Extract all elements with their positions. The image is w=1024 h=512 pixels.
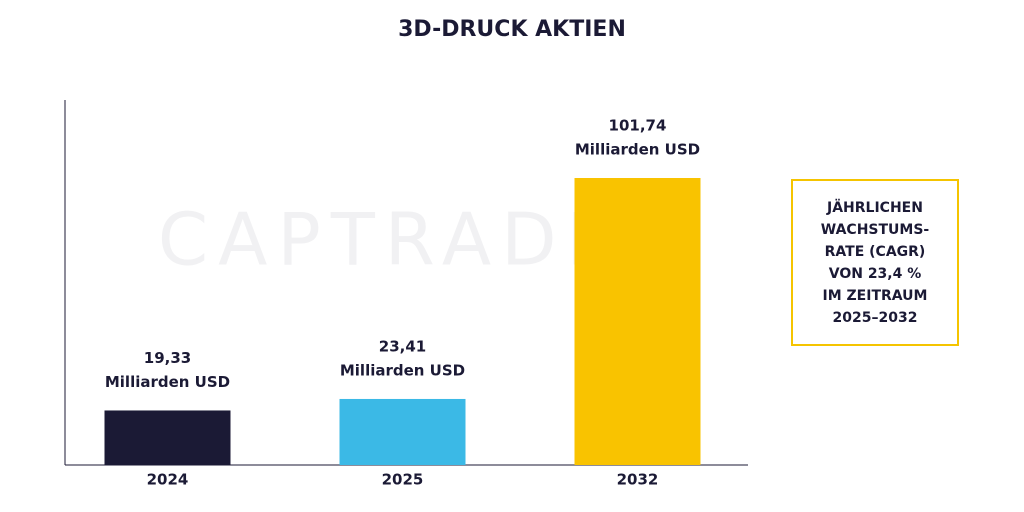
annotation-line: RATE (CAGR) bbox=[825, 244, 926, 260]
annotation-line: IM ZEITRAUM bbox=[823, 288, 928, 304]
value-label: 19,33 bbox=[144, 349, 191, 367]
chart-title: 3D-DRUCK AKTIEN bbox=[398, 17, 626, 42]
value-label: 101,74 bbox=[609, 117, 667, 135]
bar bbox=[574, 178, 701, 465]
value-unit: Milliarden USD bbox=[575, 141, 700, 159]
bar bbox=[339, 398, 466, 465]
value-unit: Milliarden USD bbox=[340, 361, 465, 379]
annotation-line: JÄHRLICHEN bbox=[826, 199, 923, 216]
annotation-line: WACHSTUMS- bbox=[821, 222, 930, 238]
annotation-box bbox=[791, 179, 959, 346]
value-label: 23,41 bbox=[379, 337, 426, 355]
value-unit: Milliarden USD bbox=[105, 373, 230, 391]
x-tick-label: 2024 bbox=[147, 471, 189, 489]
bar bbox=[104, 410, 231, 465]
annotation-line: VON 23,4 % bbox=[829, 266, 922, 282]
x-tick-label: 2025 bbox=[382, 471, 424, 489]
annotation-line: 2025–2032 bbox=[833, 310, 918, 326]
x-tick-label: 2032 bbox=[617, 471, 659, 489]
